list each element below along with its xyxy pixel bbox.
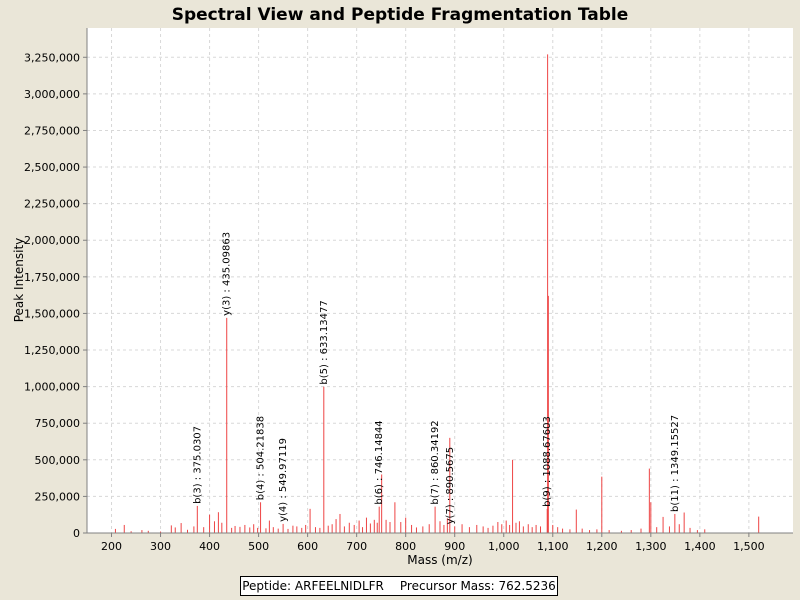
y-tick-label: 1,500,000 [24, 307, 80, 320]
peaks-layer [114, 54, 760, 533]
y-tick-label: 3,000,000 [24, 88, 80, 101]
y-tick-label: 2,500,000 [24, 161, 80, 174]
grid-lines [87, 28, 793, 534]
y-tick-label: 2,750,000 [24, 124, 80, 137]
chart-title: Spectral View and Peptide Fragmentation … [172, 5, 629, 25]
y-tick-label: 0 [73, 527, 80, 540]
peak-annotation: b(6) : 746.14844 [374, 420, 385, 504]
y-tick-label: 1,250,000 [24, 344, 80, 357]
y-tick-label: 3,250,000 [24, 51, 80, 64]
y-axis-label: Peak Intensity [12, 238, 26, 323]
x-tick-label: 1,000 [488, 540, 520, 553]
peak-annotation: y(3) : 435.09863 [222, 232, 233, 316]
peak-annotation: b(7) : 860.34192 [430, 420, 441, 504]
y-tick-label: 2,250,000 [24, 198, 80, 211]
peak-annotation: y(4) : 549.97119 [278, 438, 289, 522]
x-tick-label: 500 [248, 540, 269, 553]
y-tick-label: 500,000 [35, 454, 81, 467]
x-tick-label: 700 [346, 540, 367, 553]
y-tick-label: 750,000 [35, 417, 81, 430]
x-tick-label: 1,300 [635, 540, 667, 553]
y-tick-label: 1,000,000 [24, 381, 80, 394]
y-tick-label: 250,000 [35, 490, 81, 503]
peak-annotation: b(9) : 1088.67603 [542, 416, 553, 507]
x-tick-label: 300 [150, 540, 171, 553]
peak-annotation: b(5) : 633.13477 [319, 300, 330, 384]
y-tick-label: 1,750,000 [24, 271, 80, 284]
x-tick-label: 1,200 [586, 540, 618, 553]
y-tick-label: 2,000,000 [24, 234, 80, 247]
peak-annotation: b(3) : 375.0307 [192, 426, 203, 504]
x-tick-label: 800 [395, 540, 416, 553]
plot-area [87, 28, 793, 533]
x-tick-label: 600 [297, 540, 318, 553]
x-tick-label: 900 [444, 540, 465, 553]
annotations-layer: b(3) : 375.0307 y(3) : 435.09863 b(4) : 50… [192, 232, 681, 524]
peak-annotation: y(7) : 890.5675 [445, 447, 456, 525]
peptide-label: Peptide: ARFEELNIDLFR [242, 579, 384, 593]
peak-annotation: b(4) : 504.21838 [256, 416, 267, 500]
x-tick-label: 400 [199, 540, 220, 553]
x-tick-label: 1,500 [733, 540, 765, 553]
axes: 200 300 400 500 600 700 800 900 1,000 1,100 1,200 1… [24, 28, 793, 553]
x-axis-label: Mass (m/z) [407, 553, 472, 567]
precursor-mass-label: Precursor Mass: 762.5236 [399, 579, 556, 593]
peptide-info-box: Peptide: ARFEELNIDLFR Precursor Mass: 76… [240, 576, 558, 596]
x-tick-label: 1,400 [684, 540, 716, 553]
x-tick-label: 1,100 [537, 540, 569, 553]
x-tick-label: 200 [101, 540, 122, 553]
peak-annotation: b(11) : 1349.15527 [670, 415, 681, 512]
